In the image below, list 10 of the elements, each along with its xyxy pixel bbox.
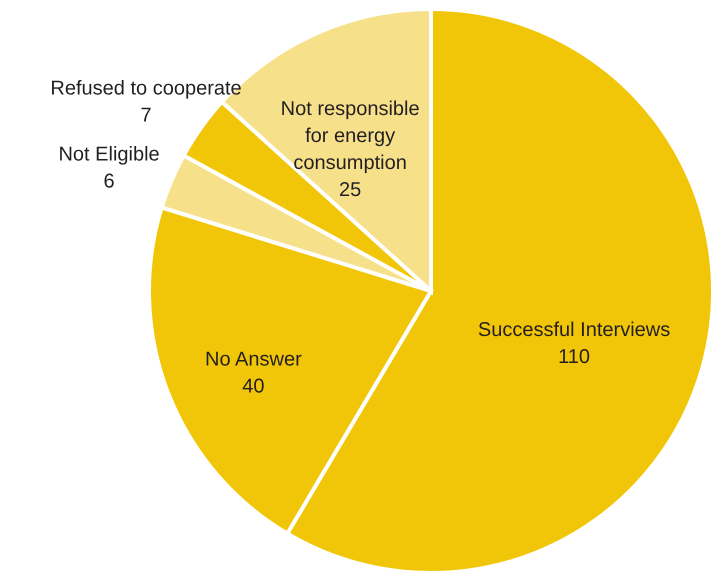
slice-label: Successful Interviews <box>478 319 670 342</box>
data-label: 110 <box>558 346 590 368</box>
slice-label: No Answer <box>205 348 302 370</box>
data-label: 7 <box>140 104 152 126</box>
data-label: 40 <box>242 375 265 398</box>
slice-label: Refused to cooperate <box>50 77 242 100</box>
slice-label: Not Eligible <box>58 143 160 166</box>
slice-label: Not responsible for energy consumption <box>280 98 420 174</box>
data-label: 25 <box>339 178 362 201</box>
data-label: 6 <box>104 170 115 192</box>
